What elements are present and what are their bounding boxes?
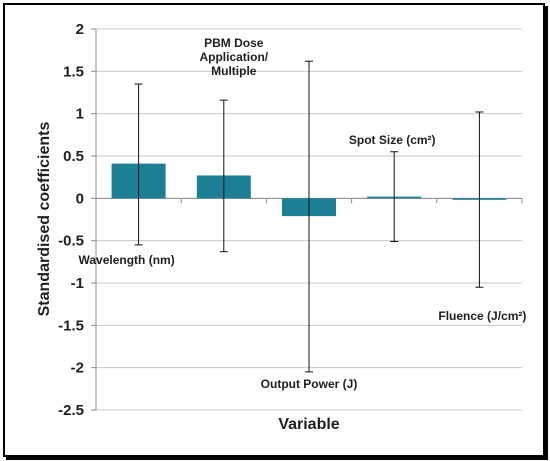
y-tick-label: 1 [76, 106, 84, 123]
axes [91, 28, 523, 411]
y-tick-label: -2 [71, 360, 84, 377]
category-label: Wavelength (nm) [78, 253, 174, 267]
category-label: PBM Dose [204, 36, 264, 50]
y-tick-label: -1.5 [58, 317, 84, 334]
y-tick-label: 1.5 [63, 63, 84, 80]
category-labels: Wavelength (nm) PBM DoseApplication/Multi… [78, 36, 526, 391]
y-tick-label: 0 [76, 190, 84, 207]
category-label: Fluence (J/cm²) [438, 309, 526, 323]
y-tick-label: -1 [71, 275, 84, 292]
y-tick-label: 2 [76, 21, 84, 38]
y-tick-label: -0.5 [58, 233, 84, 250]
y-axis-title: Standardised coefficients [36, 122, 53, 317]
chart-frame [3, 3, 545, 457]
category-label: Output Power (J) [261, 377, 358, 391]
category-label: Spot Size (cm²) [349, 133, 436, 147]
y-tick-labels: 2 1.5 1 0.5 0 -0.5 -1 -1.5 -2 -2.5 [58, 21, 84, 419]
error-bars [134, 60, 484, 373]
category-label: Multiple [211, 64, 257, 78]
category-label: Application/ [199, 50, 268, 64]
y-tick-label: -2.5 [58, 402, 84, 419]
x-axis-title: Variable [278, 416, 339, 433]
y-tick-label: 0.5 [63, 148, 84, 165]
